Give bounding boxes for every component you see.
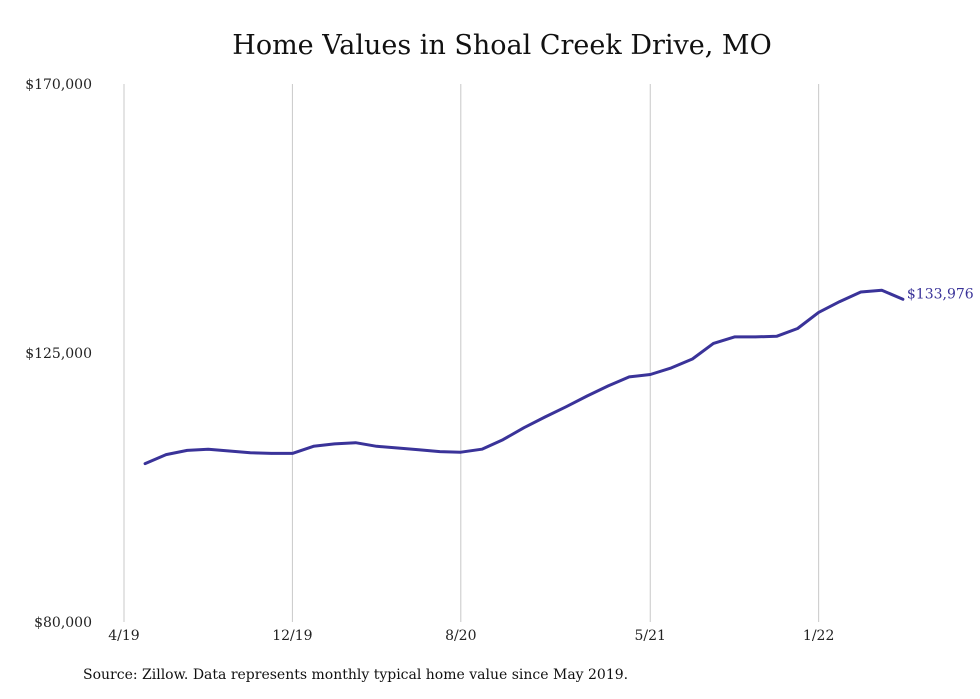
y-tick-label: $170,000 (25, 77, 92, 93)
data-point (543, 415, 547, 419)
x-tick-label: 1/22 (803, 628, 834, 644)
x-tick-label: 8/20 (445, 628, 476, 644)
end-value-label: $133,976 (907, 286, 974, 302)
data-point (712, 342, 715, 345)
data-point (207, 448, 210, 451)
x-tick-label: 12/19 (272, 628, 312, 644)
data-point (733, 335, 736, 339)
data-point (880, 289, 883, 292)
data-point (522, 426, 526, 429)
data-point (607, 384, 610, 388)
data-point (417, 448, 420, 451)
data-point (375, 445, 378, 448)
x-tick-label: 4/19 (108, 628, 139, 644)
data-point (164, 453, 168, 456)
data-point (501, 438, 505, 441)
data-point (775, 335, 778, 338)
data-point (901, 298, 905, 301)
y-tick-label: $125,000 (25, 346, 92, 362)
y-axis-ticks: $80,000 $125,000 $170,000 (25, 77, 92, 631)
data-point (333, 442, 336, 446)
data-point (228, 449, 231, 453)
y-tick-label: $80,000 (34, 615, 92, 631)
data-point (859, 290, 862, 294)
data-point (396, 446, 399, 450)
series-line (143, 288, 905, 466)
data-point (312, 445, 315, 448)
data-point (838, 300, 841, 303)
data-point (270, 452, 273, 455)
source-note: Source: Zillow. Data represents monthly … (83, 667, 629, 683)
series-layer (143, 288, 905, 466)
data-point (249, 451, 252, 454)
data-point (628, 375, 631, 379)
chart-title: Home Values in Shoal Creek Drive, MO (232, 30, 772, 61)
data-point (354, 441, 357, 444)
data-point (186, 449, 189, 452)
data-point (480, 448, 484, 451)
x-tick-label: 5/21 (635, 628, 666, 644)
data-point (691, 357, 694, 361)
data-point (754, 335, 757, 339)
data-point (564, 405, 568, 408)
gridlines (123, 84, 820, 622)
x-axis-ticks: 4/19 12/19 8/20 5/21 1/22 (108, 628, 834, 644)
data-point (649, 373, 652, 376)
data-point (143, 462, 147, 465)
data-point (817, 311, 820, 314)
data-point (438, 450, 441, 453)
data-point (291, 452, 294, 455)
data-point (585, 394, 589, 398)
data-point (459, 451, 462, 454)
data-point (796, 327, 799, 330)
data-point (670, 366, 673, 370)
